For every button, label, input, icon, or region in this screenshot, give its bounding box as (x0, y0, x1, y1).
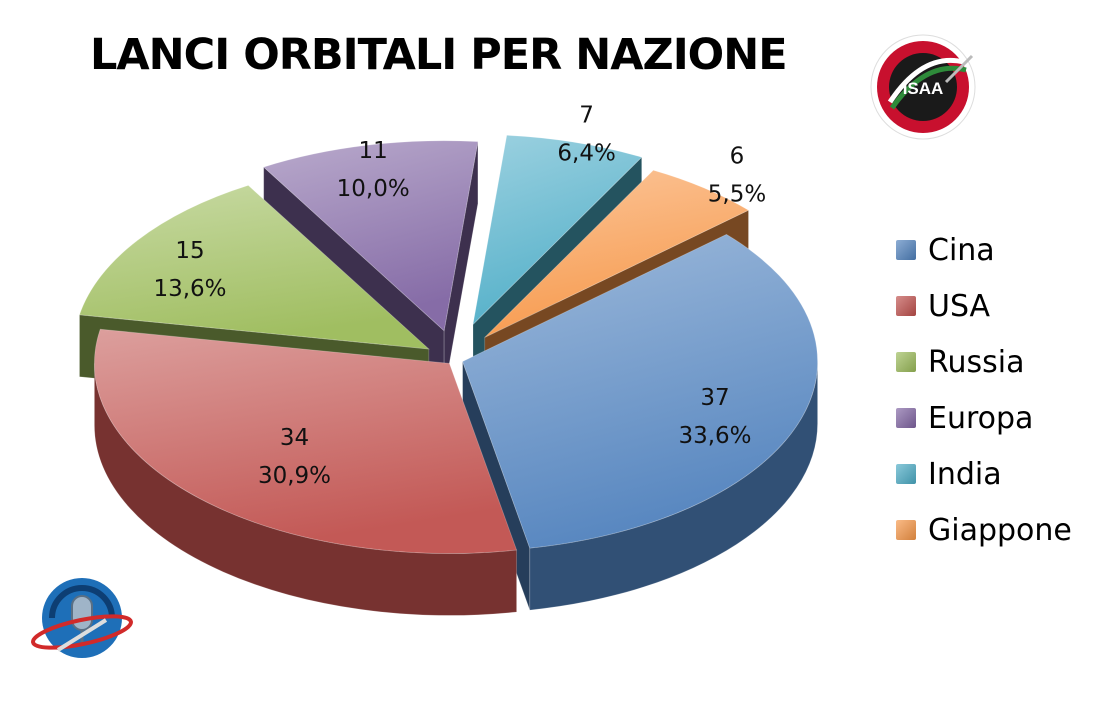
legend-swatch (896, 240, 916, 260)
data-label-percent: 6,4% (557, 140, 615, 166)
legend-item-europa: Europa (896, 390, 1096, 446)
data-label-value: 6 (730, 144, 745, 170)
pie-slice-europa (262, 140, 479, 332)
legend-swatch (896, 520, 916, 540)
legend-label: Cina (928, 232, 995, 268)
legend-swatch (896, 296, 916, 316)
legend-item-india: India (896, 446, 1096, 502)
legend-label: Giappone (928, 512, 1072, 548)
data-label-percent: 30,9% (258, 463, 331, 489)
legend-item-russia: Russia (896, 334, 1096, 390)
legend-item-giappone: Giappone (896, 502, 1096, 558)
legend-item-usa: USA (896, 278, 1096, 334)
data-label-value: 15 (175, 238, 204, 264)
legend-label: Europa (928, 400, 1034, 436)
legend-swatch (896, 464, 916, 484)
data-label-value: 34 (280, 425, 309, 451)
data-label-percent: 10,0% (337, 176, 410, 202)
chart-title: LANCI ORBITALI PER NAZIONE (90, 30, 788, 80)
pie-slice-india (472, 134, 643, 326)
data-label-percent: 13,6% (153, 276, 226, 302)
pie-slice-russia (78, 184, 430, 350)
legend-swatch (896, 352, 916, 372)
isaa-logo-text: ISAA (903, 79, 944, 98)
pie-slice-giappone (484, 169, 750, 338)
legend-label: India (928, 456, 1002, 492)
data-label-value: 37 (700, 385, 729, 411)
data-label-percent: 33,6% (678, 423, 751, 449)
data-label-value: 11 (359, 138, 388, 164)
legend-swatch (896, 408, 916, 428)
pie-slice-usa (93, 328, 518, 554)
legend-item-cina: Cina (896, 222, 1096, 278)
microphone-orbit-logo-icon (31, 578, 133, 658)
data-label-value: 7 (579, 102, 594, 128)
legend-label: USA (928, 288, 991, 324)
chart-legend: Cina USA Russia Europa India Giappone (896, 222, 1096, 558)
data-label-percent: 5,5% (708, 182, 766, 208)
isaa-logo-icon: ISAA (870, 34, 976, 140)
pie-slice-cina (462, 233, 818, 549)
legend-label: Russia (928, 344, 1025, 380)
